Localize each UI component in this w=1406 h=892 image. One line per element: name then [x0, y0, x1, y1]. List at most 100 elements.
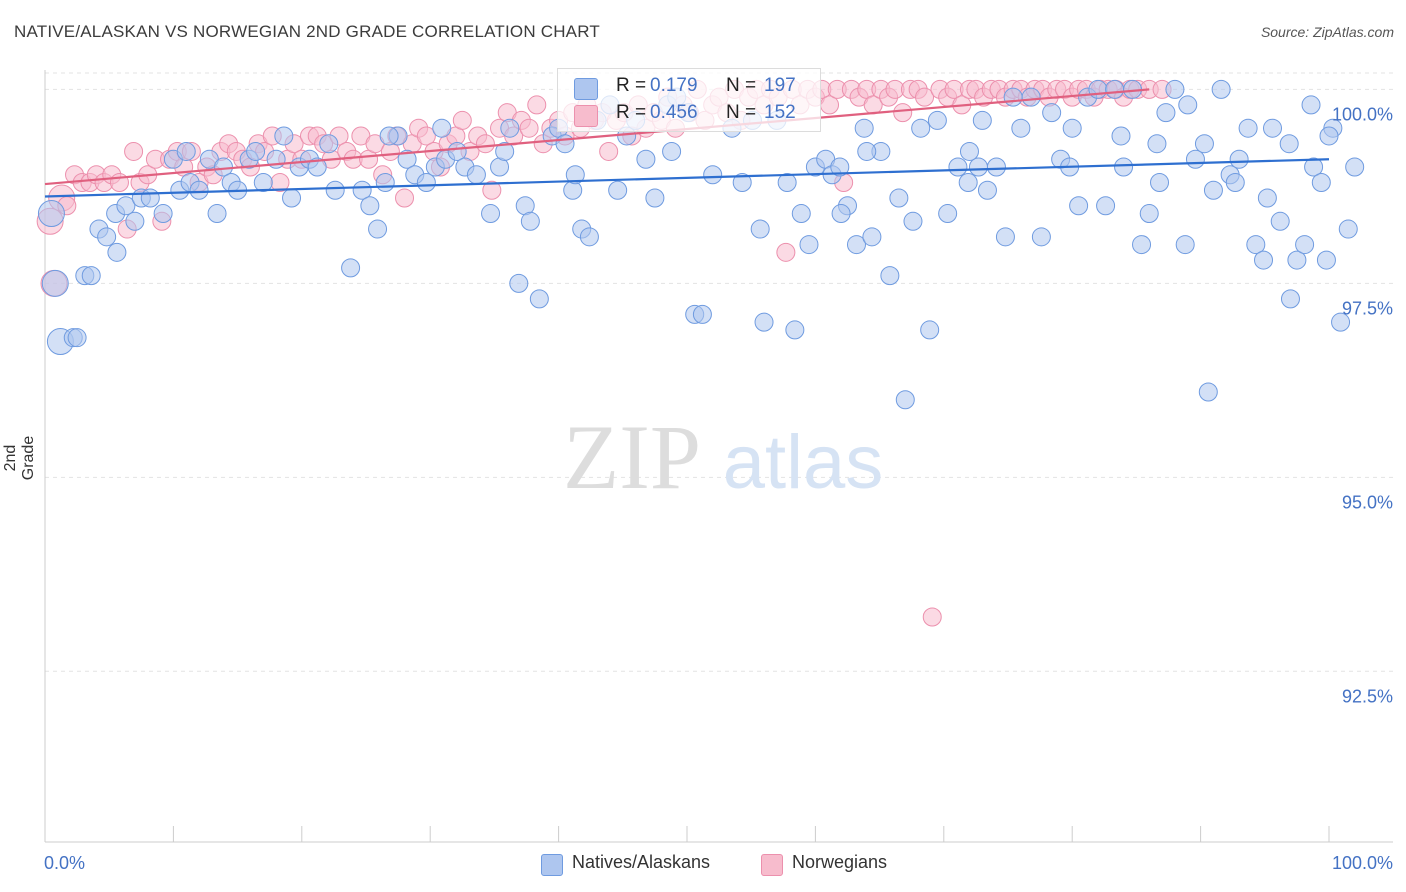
y-tick-label: 97.5%: [1342, 298, 1393, 318]
native-point: [862, 227, 882, 247]
norwegian-point: [893, 103, 913, 123]
norwegian-point: [452, 110, 472, 130]
native-point: [995, 227, 1015, 247]
native-point: [579, 227, 599, 247]
legend-r-value: 0.456: [650, 102, 698, 123]
native-point: [140, 188, 160, 208]
native-point: [799, 235, 819, 255]
native-point: [67, 328, 87, 348]
native-point: [116, 196, 136, 216]
legend-r-label: R =: [616, 102, 647, 123]
native-point: [968, 157, 988, 177]
x-tick-label-max: 100.0%: [1332, 853, 1393, 873]
watermark: ZIP atlas: [563, 406, 883, 508]
native-point: [520, 211, 540, 231]
native-point: [565, 165, 585, 185]
native-point: [1304, 157, 1324, 177]
norwegian-point: [915, 87, 935, 107]
native-point: [563, 180, 583, 200]
axes: [44, 70, 1393, 843]
native-point: [830, 157, 850, 177]
native-point: [636, 149, 656, 169]
native-point: [319, 134, 339, 154]
legend-swatch-natives: [574, 78, 598, 100]
x-tick-labels: 0.0% 100.0%: [44, 853, 1393, 873]
native-point: [1279, 134, 1299, 154]
native-point: [1246, 235, 1266, 255]
native-point: [1316, 250, 1336, 270]
native-point: [481, 204, 501, 224]
native-point: [1280, 289, 1300, 309]
legend: R = 0.179 N = 197 R = 0.456 N = 152: [557, 68, 821, 132]
native-point: [447, 141, 467, 161]
native-point: [1198, 382, 1218, 402]
native-point: [1111, 126, 1131, 146]
native-point: [1270, 211, 1290, 231]
bottom-legend-swatch-natives: [541, 854, 563, 876]
norwegian-point: [416, 126, 436, 146]
native-point: [986, 157, 1006, 177]
native-point: [880, 266, 900, 286]
native-point: [41, 269, 69, 297]
native-point: [692, 304, 712, 324]
bottom-legend: Natives/Alaskans Norwegians: [0, 852, 1406, 878]
y-tick-label: 92.5%: [1342, 686, 1393, 706]
watermark-atlas: atlas: [723, 420, 884, 505]
native-point: [889, 188, 909, 208]
native-point: [360, 196, 380, 216]
native-point: [1229, 149, 1249, 169]
native-point: [662, 141, 682, 161]
native-point: [125, 211, 145, 231]
native-point: [1287, 250, 1307, 270]
natives-points: [37, 79, 1365, 410]
native-point: [81, 266, 101, 286]
native-point: [645, 188, 665, 208]
native-point: [895, 390, 915, 410]
norwegians-trend-line: [44, 88, 1150, 186]
native-point: [1319, 126, 1339, 146]
native-point: [938, 204, 958, 224]
native-point: [831, 204, 851, 224]
native-point: [375, 173, 395, 193]
native-point: [972, 110, 992, 130]
norwegian-point: [519, 118, 539, 138]
native-point: [1254, 250, 1274, 270]
norwegian-point: [527, 95, 547, 115]
native-point: [1139, 204, 1159, 224]
native-point: [246, 141, 266, 161]
native-point: [176, 141, 196, 161]
natives-trend-line: [44, 158, 1330, 198]
native-point: [750, 219, 770, 239]
legend-r-value: 0.179: [650, 75, 698, 96]
bottom-legend-label-natives: Natives/Alaskans: [572, 852, 711, 872]
native-point: [927, 110, 947, 130]
native-point: [703, 165, 723, 185]
native-point: [1042, 103, 1062, 123]
native-point: [1114, 157, 1134, 177]
native-point: [1021, 87, 1041, 107]
native-point: [857, 141, 877, 161]
native-point: [432, 118, 452, 138]
native-point: [274, 126, 294, 146]
native-point: [37, 200, 65, 228]
watermark-zip: ZIP: [563, 406, 701, 508]
native-point: [1295, 235, 1315, 255]
native-point: [777, 173, 797, 193]
norwegian-point: [482, 180, 502, 200]
native-point: [948, 157, 968, 177]
native-point: [282, 188, 302, 208]
legend-row-norwegians: R = 0.456 N = 152: [558, 102, 820, 128]
legend-r-label: R =: [616, 75, 647, 96]
native-point: [732, 173, 752, 193]
native-point: [1257, 188, 1277, 208]
native-point: [785, 320, 805, 340]
native-point: [1238, 118, 1258, 138]
native-point: [397, 149, 417, 169]
legend-n-value: 197: [764, 75, 796, 96]
native-point: [509, 273, 529, 293]
native-point: [754, 312, 774, 332]
legend-n-label: N =: [726, 102, 757, 123]
native-point: [555, 134, 575, 154]
native-point: [368, 219, 388, 239]
native-point: [1225, 173, 1245, 193]
